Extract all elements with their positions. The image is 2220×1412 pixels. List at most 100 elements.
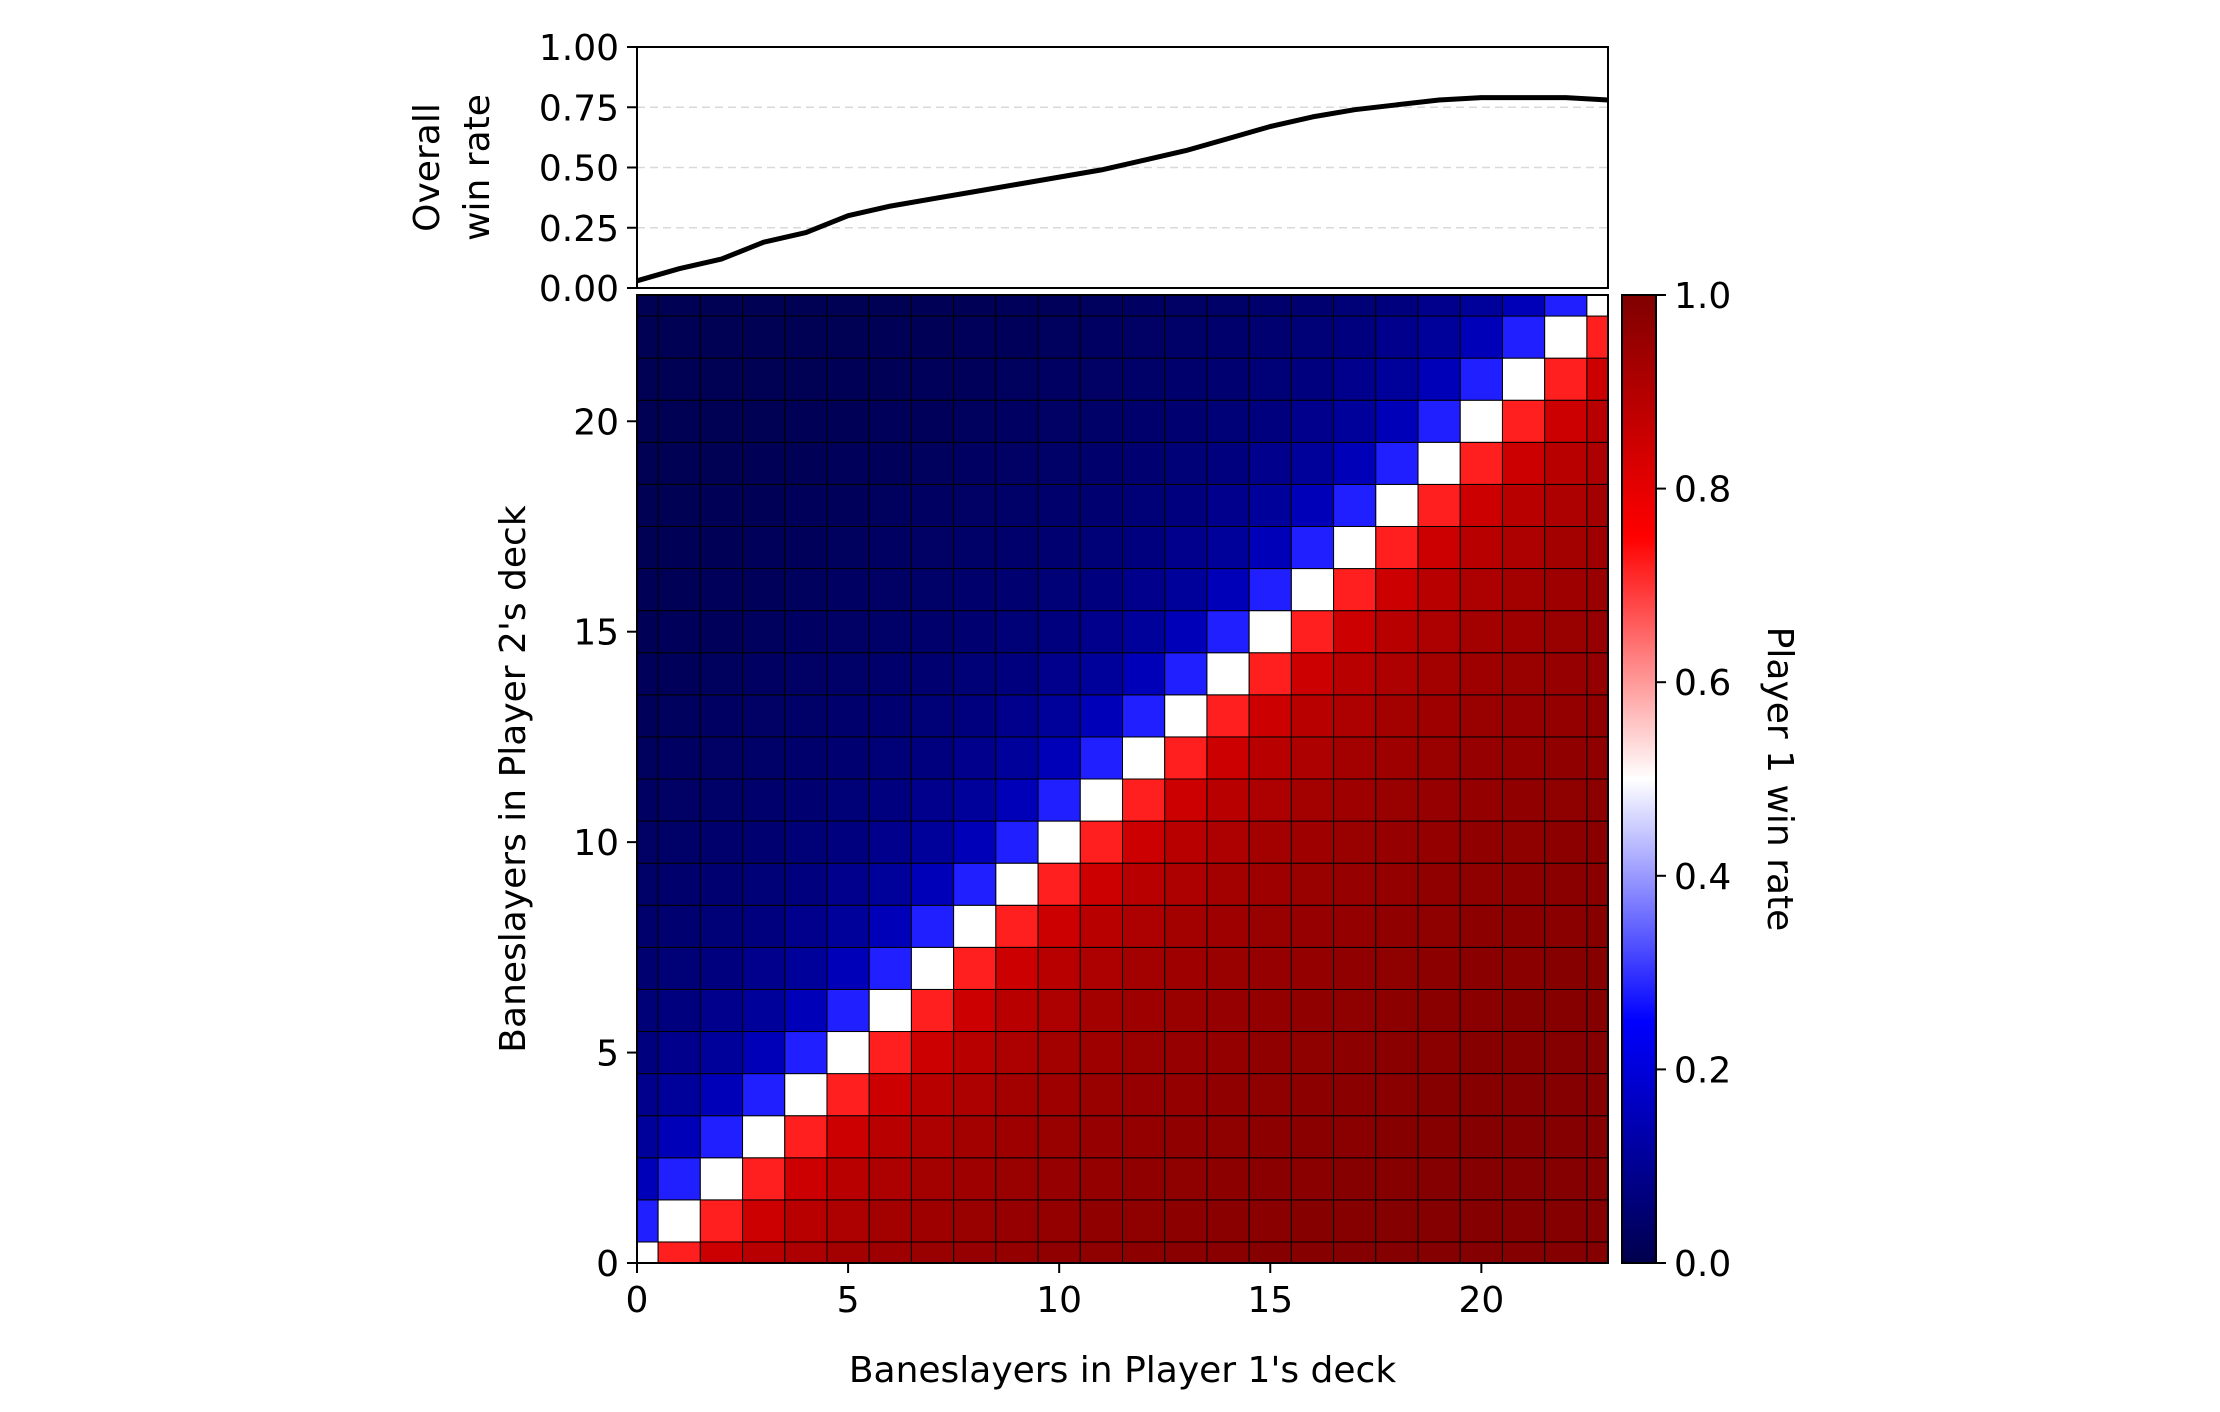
heatmap-cell <box>826 315 870 359</box>
heatmap-cell <box>868 946 912 990</box>
heatmap-cell <box>953 357 997 401</box>
heatmap-cell <box>1037 1199 1081 1243</box>
heatmap-cell <box>1122 525 1166 570</box>
heatmap-cell <box>1417 441 1461 485</box>
heatmap-cell <box>1544 357 1588 401</box>
heatmap-cell <box>1544 778 1588 822</box>
heatmap-cell <box>1122 652 1166 696</box>
heatmap-cell <box>910 357 955 401</box>
heatmap-cell <box>1122 294 1166 317</box>
heatmap-cell <box>1417 483 1461 527</box>
heatmap-cell <box>1122 778 1166 822</box>
heatmap-cell <box>1417 820 1461 864</box>
x-tick-label: 10 <box>1036 1280 1082 1321</box>
heatmap-cell <box>1375 525 1419 570</box>
heatmap-cell <box>868 1199 912 1243</box>
heatmap-cell <box>657 610 701 654</box>
heatmap-cell <box>1501 1199 1546 1243</box>
heatmap-cell <box>953 1115 997 1159</box>
heatmap-cell <box>1333 441 1377 485</box>
heatmap-cell <box>784 1241 828 1264</box>
heatmap-cell <box>742 483 786 527</box>
heatmap-cell <box>1417 1157 1461 1201</box>
heatmap-cell <box>1417 294 1461 317</box>
heatmap-cell <box>1037 610 1081 654</box>
heatmap-cell <box>1586 1157 1609 1201</box>
heatmap-cell <box>1586 1241 1609 1264</box>
heatmap-cell <box>1459 525 1503 570</box>
heatmap-cell <box>1290 862 1335 906</box>
heatmap-cell <box>636 904 659 948</box>
heatmap-cell <box>1122 1073 1166 1117</box>
heatmap-cell <box>1248 820 1292 864</box>
heatmap-cell <box>1501 568 1546 612</box>
heatmap-cell <box>995 568 1039 612</box>
heatmap-cell <box>1290 694 1335 738</box>
heatmap-cell <box>910 610 955 654</box>
heatmap-cell <box>657 862 701 906</box>
heatmap-cell <box>868 862 912 906</box>
heatmap-cell <box>699 399 744 443</box>
heatmap-cell <box>1375 736 1419 780</box>
y-tick-label: 15 <box>573 613 619 654</box>
heatmap-cell <box>995 357 1039 401</box>
heatmap-cell <box>784 904 828 948</box>
heatmap-cell <box>1501 652 1546 696</box>
heatmap-cell <box>1586 525 1609 570</box>
heatmap-cell <box>1459 778 1503 822</box>
heatmap-cell <box>1206 1241 1250 1264</box>
heatmap-cell <box>1501 441 1546 485</box>
heatmap-cell <box>1164 652 1208 696</box>
heatmap-cell <box>784 1073 828 1117</box>
heatmap-cell <box>953 988 997 1033</box>
heatmap-cell <box>699 1157 744 1201</box>
heatmap-cell <box>784 862 828 906</box>
heatmap-cell <box>995 1031 1039 1075</box>
heatmap-cell <box>1206 1031 1250 1075</box>
heatmap-cell <box>742 988 786 1033</box>
y-tick-label: 0.75 <box>539 88 619 129</box>
heatmap-cell <box>699 483 744 527</box>
heatmap-cell <box>1501 1073 1546 1117</box>
heatmap-cell <box>826 1031 870 1075</box>
heatmap-cell <box>1164 294 1208 317</box>
heatmap-cell <box>995 862 1039 906</box>
heatmap-cell <box>636 694 659 738</box>
heatmap-cell <box>1164 820 1208 864</box>
heatmap-cell <box>1459 399 1503 443</box>
heatmap-cell <box>910 1199 955 1243</box>
heatmap-cell <box>784 357 828 401</box>
heatmap-cell <box>910 441 955 485</box>
heatmap-cell <box>657 315 701 359</box>
heatmap-cell <box>826 862 870 906</box>
heatmap-cell <box>699 1241 744 1264</box>
heatmap-cell <box>1248 736 1292 780</box>
heatmap-cell <box>953 525 997 570</box>
heatmap-cell <box>657 820 701 864</box>
heatmap-cell <box>1079 694 1123 738</box>
heatmap-cell <box>636 1115 659 1159</box>
x-axis-label: Baneslayers in Player 1's deck <box>849 1350 1397 1391</box>
heatmap-cell <box>1333 862 1377 906</box>
heatmap-cell <box>953 568 997 612</box>
heatmap-cell <box>636 946 659 990</box>
heatmap-cell <box>1122 315 1166 359</box>
heatmap-cell <box>1544 862 1588 906</box>
heatmap-cell <box>1375 315 1419 359</box>
heatmap-cell <box>1333 820 1377 864</box>
heatmap-cell <box>910 568 955 612</box>
heatmap-cell <box>1037 294 1081 317</box>
heatmap-cell <box>742 694 786 738</box>
heatmap-cell <box>742 946 786 990</box>
heatmap-cell <box>910 862 955 906</box>
heatmap-cell <box>1122 694 1166 738</box>
heatmap-cell <box>1417 357 1461 401</box>
heatmap-cell <box>1164 315 1208 359</box>
heatmap-cell <box>1459 441 1503 485</box>
heatmap-cell <box>953 315 997 359</box>
heatmap-cell <box>995 1241 1039 1264</box>
heatmap-cell <box>1164 610 1208 654</box>
heatmap-cell <box>1164 1073 1208 1117</box>
heatmap-cell <box>1417 778 1461 822</box>
heatmap-cell <box>1375 862 1419 906</box>
